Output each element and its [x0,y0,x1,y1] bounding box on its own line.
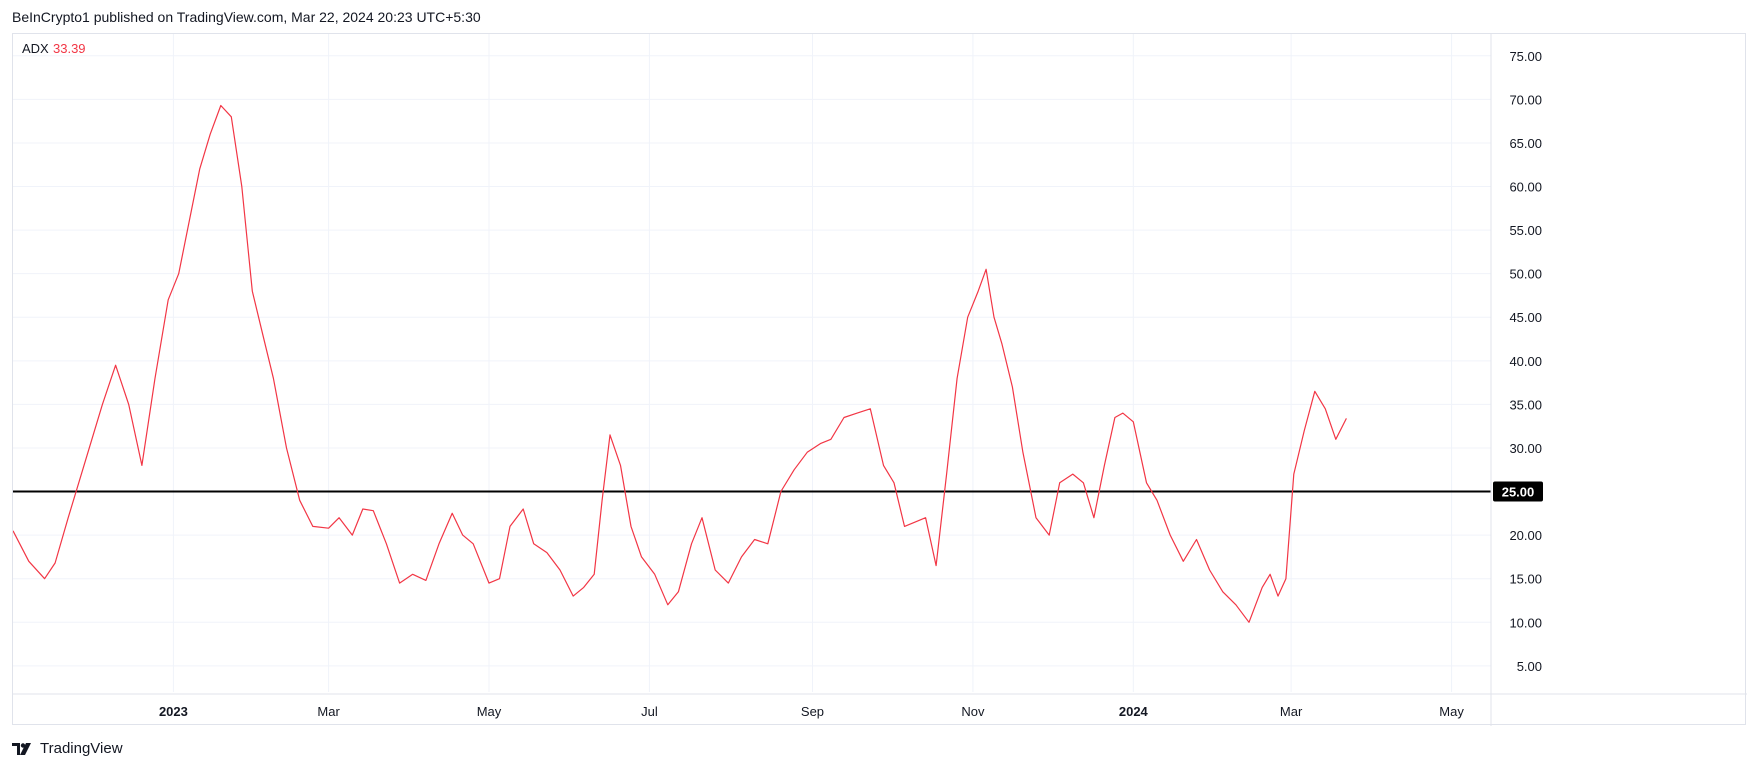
reference-value-label: 25.00 [1502,485,1535,500]
y-tick-label: 65.00 [1509,136,1542,151]
y-tick-label: 35.00 [1509,397,1542,412]
y-tick-label: 30.00 [1509,441,1542,456]
x-tick-label: Mar [317,704,340,719]
grid [13,34,1491,692]
y-tick-label: 55.00 [1509,223,1542,238]
x-tick-label: Sep [801,704,824,719]
x-tick-label: Mar [1280,704,1303,719]
tradingview-brand: TradingView [40,740,123,757]
y-tick-label: 15.00 [1509,572,1542,587]
y-tick-label: 60.00 [1509,180,1542,195]
x-tick-label: Jul [641,704,658,719]
legend-series-value: 33.39 [53,41,86,56]
y-tick-label: 70.00 [1509,92,1542,107]
series-layer [13,104,1347,623]
y-tick-label: 5.00 [1517,659,1542,674]
tradingview-logo-icon [12,742,31,755]
y-tick-label: 20.00 [1509,528,1542,543]
chart-frame: 25.00 75.00 70.00 65.00 60.00 55.00 50.00 45.0… [12,33,1747,726]
series-line-adx [13,104,1347,623]
y-tick-label: 10.00 [1509,615,1542,630]
y-tick-label: 75.00 [1509,49,1542,64]
x-axis: 2023 Mar May Jul Sep Nov 2024 Mar May [13,693,1747,719]
x-tick-label: 2024 [1119,704,1149,719]
reference-value-marker [1493,481,1543,502]
reference-line-layer: 25.00 [13,481,1543,502]
legend-series-name: ADX [22,41,49,56]
footer: TradingView [12,740,123,757]
y-tick-label: 50.00 [1509,267,1542,282]
y-tick-label: 40.00 [1509,354,1542,369]
x-tick-label: Nov [961,704,985,719]
publish-header: BeInCrypto1 published on TradingView.com… [12,9,481,25]
y-axis: 75.00 70.00 65.00 60.00 55.00 50.00 45.00 40.00… [1490,34,1542,726]
legend: ADX 33.39 [22,41,86,56]
y-tick-label: 45.00 [1509,310,1542,325]
x-tick-label: 2023 [159,704,188,719]
adx-chart[interactable]: 25.00 75.00 70.00 65.00 60.00 55.00 50.00 45.0… [13,34,1747,726]
x-tick-label: May [477,704,502,719]
x-tick-label: May [1439,704,1464,719]
